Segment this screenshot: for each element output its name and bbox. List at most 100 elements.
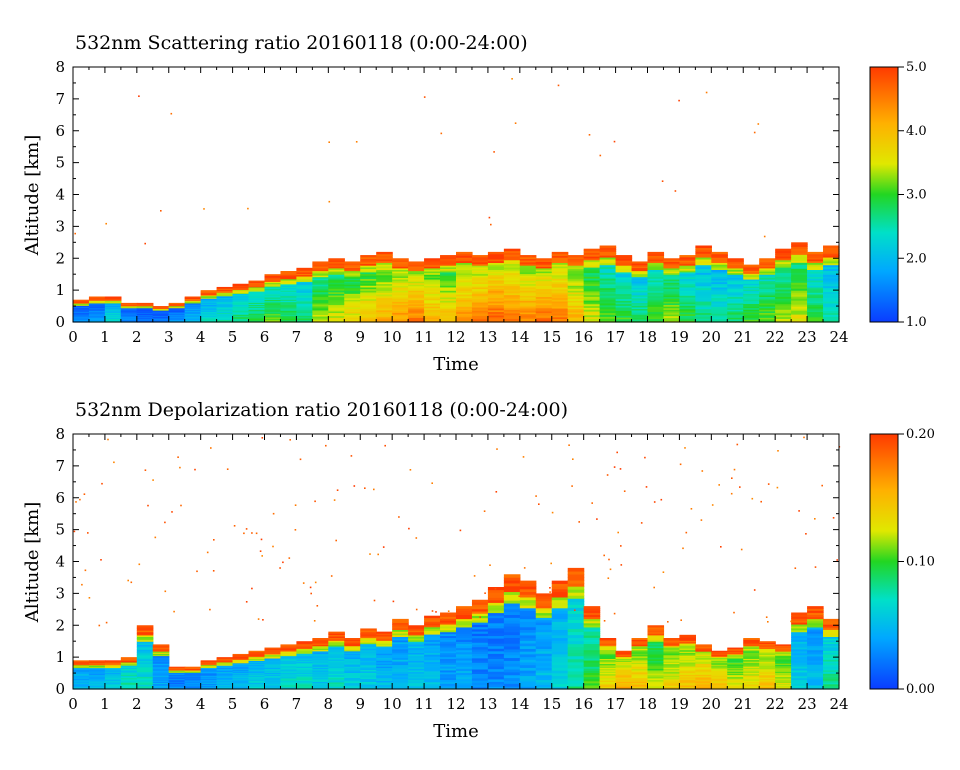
speckle-point — [336, 489, 339, 491]
heatmap-cell — [104, 302, 122, 305]
speckle-point — [435, 611, 437, 613]
heatmap-cell — [344, 643, 361, 645]
speckle-point — [138, 563, 141, 566]
heatmap-cell — [344, 279, 361, 282]
speckle-point — [260, 538, 263, 541]
heatmap-cell — [328, 641, 345, 644]
heatmap-cell — [216, 316, 234, 319]
heatmap-cell — [791, 675, 808, 679]
heatmap-cell — [296, 669, 313, 672]
heatmap-cell — [775, 685, 792, 688]
x-tick-label: 14 — [510, 328, 529, 346]
heatmap-cell — [360, 258, 377, 261]
heatmap-cell — [759, 264, 776, 267]
heatmap-cell — [280, 646, 298, 649]
heatmap-cell — [200, 313, 218, 315]
heatmap-cell — [487, 293, 505, 297]
heatmap-cell — [519, 280, 537, 283]
heatmap-cell — [360, 286, 377, 290]
heatmap-cell — [807, 612, 824, 616]
heatmap-cell — [392, 622, 409, 625]
heatmap-cell — [312, 300, 329, 303]
heatmap-cell — [104, 686, 122, 689]
heatmap-cell — [663, 652, 681, 654]
heatmap-cell — [503, 314, 521, 318]
heatmap-cell — [535, 267, 553, 270]
speckle-point — [259, 550, 262, 552]
heatmap-cell — [471, 635, 489, 639]
heatmap-cell — [663, 283, 681, 286]
heatmap-cell — [88, 297, 106, 299]
heatmap-cell — [823, 662, 840, 666]
heatmap-cell — [440, 627, 457, 631]
heatmap-cell — [456, 682, 473, 686]
heatmap-cell — [456, 278, 473, 281]
heatmap-cell — [711, 251, 728, 255]
heatmap-cell — [264, 656, 282, 659]
heatmap-cell — [503, 600, 521, 604]
heatmap-cell — [232, 302, 250, 305]
heatmap-cell — [408, 302, 425, 305]
heatmap-cell — [583, 300, 601, 303]
heatmap-cell — [631, 676, 649, 679]
heatmap-cell — [775, 657, 792, 660]
heatmap-cell — [456, 302, 473, 306]
heatmap-cell — [360, 291, 377, 295]
heatmap-cell — [519, 599, 537, 603]
heatmap-cell — [136, 676, 154, 679]
heatmap-cell — [791, 673, 808, 677]
heatmap-cell — [647, 293, 665, 297]
heatmap-cell — [264, 276, 282, 279]
heatmap-cell — [328, 635, 345, 638]
heatmap-cell — [647, 276, 665, 279]
heatmap-cell — [775, 263, 792, 266]
heatmap-cell — [104, 666, 122, 669]
heatmap-cell — [695, 653, 712, 656]
heatmap-cell — [759, 674, 776, 677]
heatmap-cell — [104, 306, 122, 308]
heatmap-cell — [440, 614, 457, 617]
heatmap-cell — [727, 684, 744, 687]
heatmap-cell — [695, 272, 712, 275]
heatmap-cell — [711, 679, 728, 681]
heatmap-cell — [791, 656, 808, 659]
heatmap-cell — [471, 684, 489, 688]
heatmap-cell — [248, 302, 266, 304]
plot-area — [73, 436, 841, 690]
heatmap-cell — [743, 641, 760, 644]
heatmap-cell — [823, 304, 840, 308]
heatmap-cell — [615, 270, 633, 273]
speckle-point — [431, 610, 434, 612]
heatmap-cell — [743, 307, 760, 310]
heatmap-cell — [88, 670, 106, 672]
heatmap-cell — [184, 297, 202, 300]
heatmap-cell — [631, 297, 649, 300]
heatmap-cell — [807, 639, 824, 642]
heatmap-cell — [615, 273, 633, 276]
heatmap-cell — [535, 622, 553, 626]
heatmap-cell — [823, 283, 840, 287]
heatmap-cell — [408, 305, 425, 308]
heatmap-cell — [248, 307, 266, 310]
heatmap-cell — [599, 299, 617, 302]
speckle-point — [690, 508, 693, 510]
heatmap-cell — [120, 664, 138, 666]
heatmap-cell — [73, 666, 90, 668]
heatmap-cell — [759, 653, 776, 655]
heatmap-cell — [679, 258, 696, 261]
heatmap-cell — [471, 265, 489, 268]
heatmap-cell — [88, 666, 106, 669]
heatmap-cell — [264, 675, 282, 678]
heatmap-cell — [120, 682, 138, 685]
heatmap-cell — [200, 677, 218, 679]
heatmap-cell — [408, 660, 425, 663]
heatmap-cell — [360, 261, 377, 265]
heatmap-cell — [743, 667, 760, 670]
heatmap-cell — [599, 295, 617, 298]
heatmap-cell — [216, 663, 234, 665]
heatmap-cell — [312, 643, 329, 645]
speckle-point — [798, 510, 800, 512]
heatmap-cell — [312, 669, 329, 672]
heatmap-cell — [567, 634, 585, 639]
heatmap-cell — [104, 667, 122, 669]
